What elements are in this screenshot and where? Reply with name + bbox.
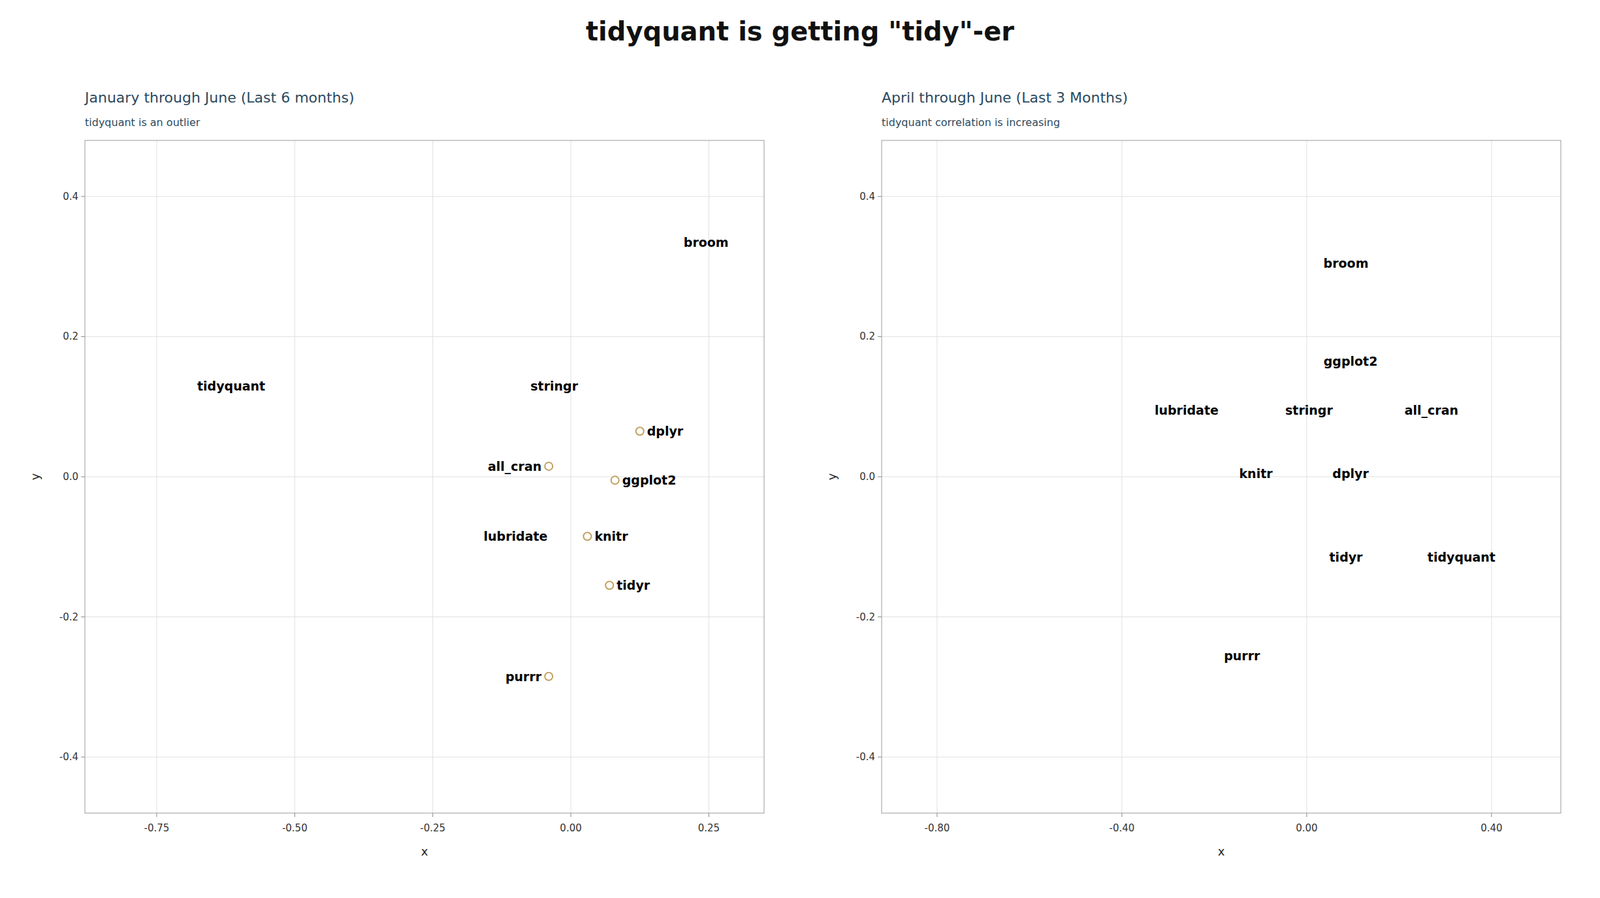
text-point: all_cran xyxy=(1404,402,1459,418)
axes: -0.75 -0.50 -0.25 0.00 0.25 -0.4 -0.2 0.0 0.2 0.4… xyxy=(28,140,765,859)
y-tick xyxy=(80,616,85,618)
text-point: tidyquant xyxy=(197,378,266,394)
text-point: broom xyxy=(683,235,729,250)
y-tick xyxy=(80,336,85,337)
y-tick xyxy=(877,336,882,337)
plot-frame xyxy=(84,140,765,814)
panel-subtitle: tidyquant is an outlier xyxy=(84,116,201,129)
y-grid-line xyxy=(84,195,765,197)
y-grid-line xyxy=(881,756,1561,758)
x-tick-label: -0.50 xyxy=(282,822,308,834)
marks: broom stringr lubridate tidyquant xyxy=(197,235,729,681)
panel: April through June (Last 3 Months) tidyqu… xyxy=(824,89,1561,859)
text-point: knitr xyxy=(1238,466,1273,481)
x-tick xyxy=(1121,813,1122,817)
text-point: ggplot2 xyxy=(1323,353,1378,369)
point-label: all_cran xyxy=(487,459,542,475)
x-tick-label: 0.25 xyxy=(698,822,720,834)
y-tick xyxy=(80,476,85,478)
y-tick-label: -0.2 xyxy=(856,611,876,624)
x-tick-label: 0.00 xyxy=(1295,822,1318,834)
text-point: stringr xyxy=(1285,402,1333,418)
y-tick-label: 0.4 xyxy=(859,190,876,203)
plot-frame xyxy=(881,140,1561,814)
marks: broom ggplot2 all_cran stringr lubridate dply… xyxy=(1154,256,1496,663)
text-point: lubridate xyxy=(483,528,548,544)
panel: January through June (Last 6 months) tidy… xyxy=(28,89,765,859)
panel-title: January through June (Last 6 months) xyxy=(83,89,355,106)
panel-title: April through June (Last 3 Months) xyxy=(881,89,1128,106)
y-grid-line xyxy=(881,616,1561,618)
x-tick-label: -0.80 xyxy=(924,822,950,834)
point-label: tidyr xyxy=(616,577,651,593)
scatter-point xyxy=(544,672,553,681)
text-point: purrr xyxy=(1223,648,1261,663)
y-tick-label: 0.4 xyxy=(62,190,79,203)
x-tick xyxy=(936,813,938,817)
grid xyxy=(881,140,1561,814)
y-tick xyxy=(80,195,85,197)
x-tick xyxy=(294,813,296,817)
chart-root: tidyquant is getting "tidy"-er January th… xyxy=(0,0,1600,898)
point-label: ggplot2 xyxy=(622,472,677,488)
y-tick-label: 0.0 xyxy=(62,470,79,483)
y-tick xyxy=(877,616,882,618)
y-tick-label: 0.0 xyxy=(859,470,876,483)
background xyxy=(0,0,1600,898)
y-tick-label: 0.2 xyxy=(62,330,79,343)
text-point: stringr xyxy=(530,378,578,394)
text-point: dplyr xyxy=(1332,466,1369,481)
text-point: tidyr xyxy=(1329,549,1364,565)
scatter-point xyxy=(636,427,644,435)
text-point: lubridate xyxy=(1154,402,1219,418)
y-grid-line xyxy=(84,756,765,758)
point-label: dplyr xyxy=(647,423,684,439)
x-tick-label: -0.75 xyxy=(144,822,170,834)
panel-subtitle: tidyquant correlation is increasing xyxy=(881,116,1060,129)
y-grid-line xyxy=(84,336,765,337)
y-grid-line xyxy=(881,476,1561,478)
x-tick xyxy=(1490,813,1492,817)
y-tick xyxy=(877,195,882,197)
y-tick-label: -0.4 xyxy=(59,751,79,763)
x-tick xyxy=(156,813,157,817)
y-tick-label: -0.2 xyxy=(59,611,79,624)
y-grid-line xyxy=(84,616,765,618)
y-tick xyxy=(877,476,882,478)
scatter-point xyxy=(583,532,592,541)
text-point: broom xyxy=(1323,256,1369,271)
x-tick-label: -0.25 xyxy=(419,822,446,834)
y-grid-line xyxy=(881,336,1561,337)
point-labels: dplyr ggplot2 all_cranknitr tidyr purrr xyxy=(487,423,684,684)
scatter-point xyxy=(544,462,553,471)
y-tick-label: 0.2 xyxy=(859,330,876,343)
point-label: purrr xyxy=(505,669,543,684)
x-tick xyxy=(708,813,710,817)
y-tick xyxy=(877,756,882,758)
text-point: tidyquant xyxy=(1427,549,1496,565)
x-tick-label: 0.40 xyxy=(1480,822,1503,834)
scatter-point xyxy=(611,476,620,484)
figure-title: tidyquant is getting "tidy"-er xyxy=(585,16,1015,47)
axes: -0.80 -0.40 0.00 0.40 -0.4 -0.2 0.0 0.2 0.4 x y xyxy=(824,140,1561,859)
y-axis-label: y xyxy=(28,472,42,480)
y-tick xyxy=(80,756,85,758)
x-axis-label: x xyxy=(421,844,429,859)
x-tick xyxy=(1306,813,1307,817)
x-axis-label: x xyxy=(1217,844,1226,859)
y-grid-line xyxy=(881,195,1561,197)
x-tick-label: 0.00 xyxy=(559,822,582,834)
x-tick xyxy=(570,813,572,817)
scatter-point xyxy=(605,581,614,590)
grid xyxy=(84,140,765,814)
y-axis-label: y xyxy=(824,472,839,480)
point-label: knitr xyxy=(594,528,629,544)
x-tick-label: -0.40 xyxy=(1108,822,1135,834)
y-tick-label: -0.4 xyxy=(856,751,876,763)
x-tick xyxy=(432,813,433,817)
